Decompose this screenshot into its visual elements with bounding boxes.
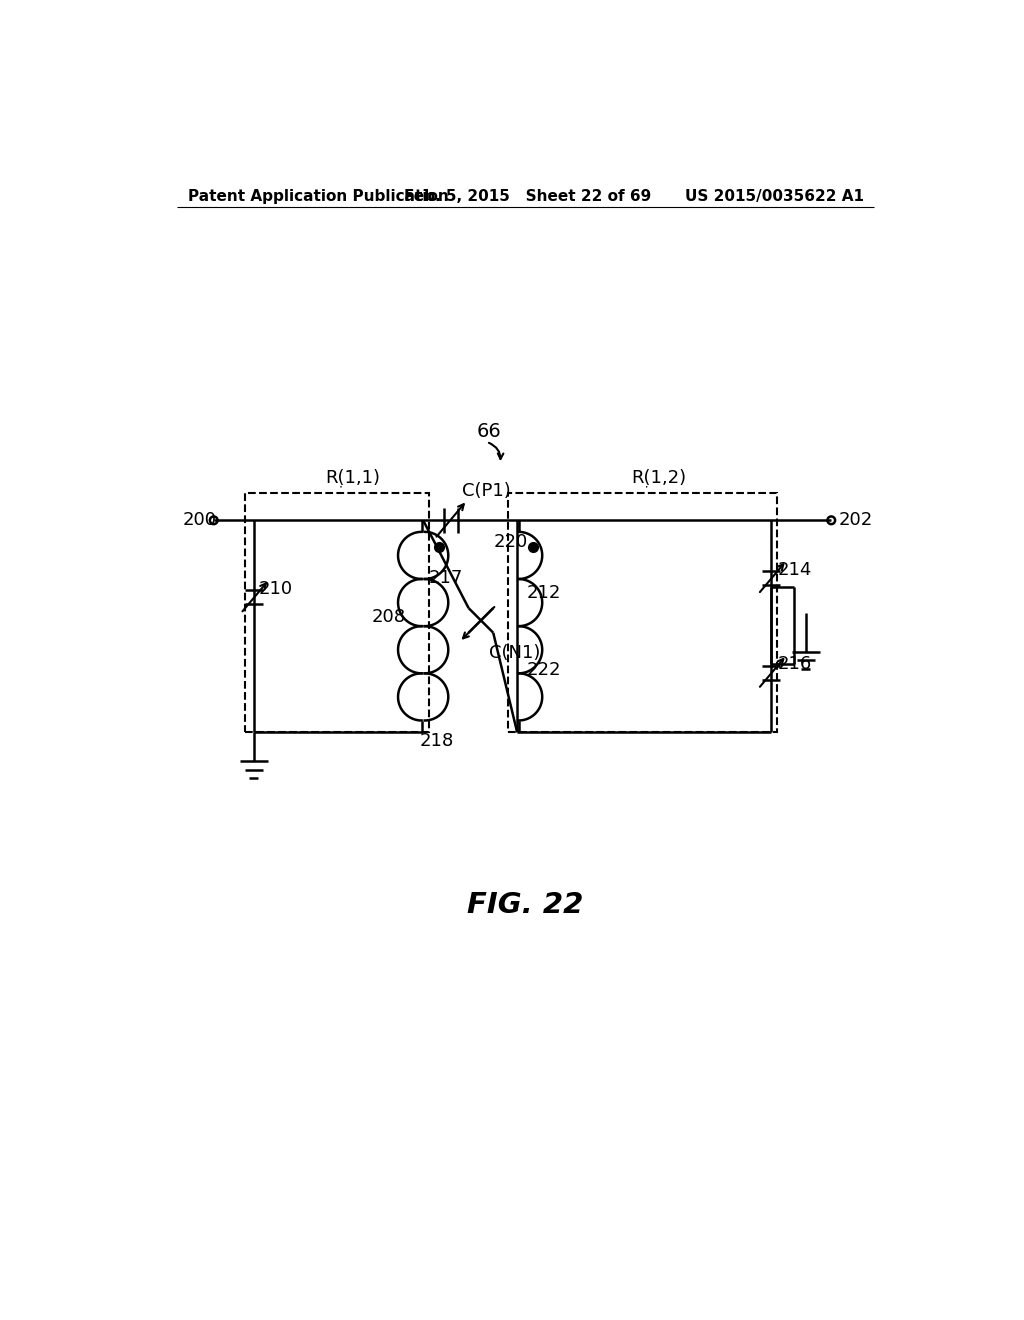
Text: 218: 218: [419, 733, 454, 750]
Text: 66: 66: [477, 422, 502, 441]
Text: C(N1): C(N1): [488, 644, 540, 661]
Text: 212: 212: [526, 585, 561, 602]
Text: R(1,2): R(1,2): [631, 469, 686, 487]
Text: 200: 200: [183, 511, 217, 529]
Text: R(1,1): R(1,1): [326, 469, 380, 487]
Text: 220: 220: [494, 533, 528, 550]
Bar: [508, 494, 777, 733]
Text: 202: 202: [839, 511, 873, 529]
Text: 216: 216: [777, 655, 812, 673]
Bar: [245, 494, 429, 733]
Text: 222: 222: [526, 661, 561, 680]
Text: Patent Application Publication: Patent Application Publication: [188, 189, 450, 205]
Text: 208: 208: [372, 607, 406, 626]
Text: 214: 214: [777, 561, 812, 578]
Text: 210: 210: [258, 579, 293, 598]
Text: Feb. 5, 2015   Sheet 22 of 69: Feb. 5, 2015 Sheet 22 of 69: [403, 189, 651, 205]
Text: 217: 217: [429, 569, 463, 587]
Text: US 2015/0035622 A1: US 2015/0035622 A1: [685, 189, 864, 205]
Text: C(P1): C(P1): [462, 482, 510, 500]
Text: FIG. 22: FIG. 22: [467, 891, 583, 919]
